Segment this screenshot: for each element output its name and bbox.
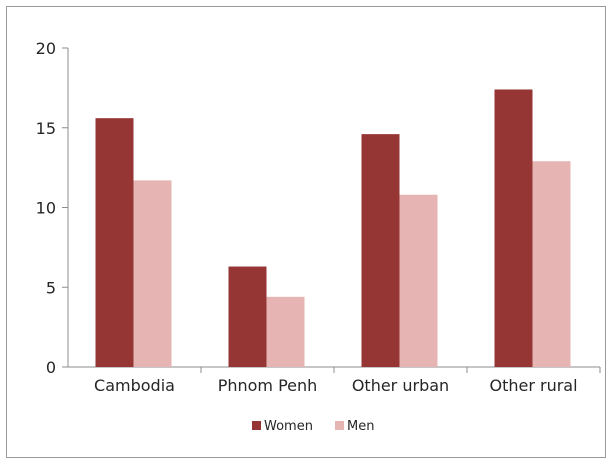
bar-women-other-urban — [361, 134, 400, 367]
y-tick-label: 15 — [36, 119, 56, 138]
bar-men-phnom-penh — [266, 296, 305, 367]
bar-women-phnom-penh — [228, 266, 267, 367]
legend-label-women: Women — [264, 419, 313, 434]
legend-swatch-women — [252, 421, 261, 430]
y-tick-label: 20 — [36, 39, 56, 58]
x-tick-label: Cambodia — [94, 376, 175, 395]
y-tick-label: 0 — [46, 358, 56, 377]
bar-men-other-urban — [399, 194, 438, 367]
bar-women-other-rural — [494, 89, 533, 367]
bar-women-cambodia — [95, 118, 134, 368]
legend-label-men: Men — [347, 419, 374, 434]
x-tick-label: Other rural — [489, 376, 577, 395]
x-tick-label: Phnom Penh — [218, 376, 318, 395]
y-tick-label: 5 — [46, 278, 56, 297]
bar-men-cambodia — [133, 180, 172, 367]
x-tick-label: Other urban — [352, 376, 449, 395]
bar-men-other-rural — [532, 161, 571, 367]
y-tick-label: 10 — [36, 199, 56, 218]
legend-swatch-men — [335, 421, 344, 430]
